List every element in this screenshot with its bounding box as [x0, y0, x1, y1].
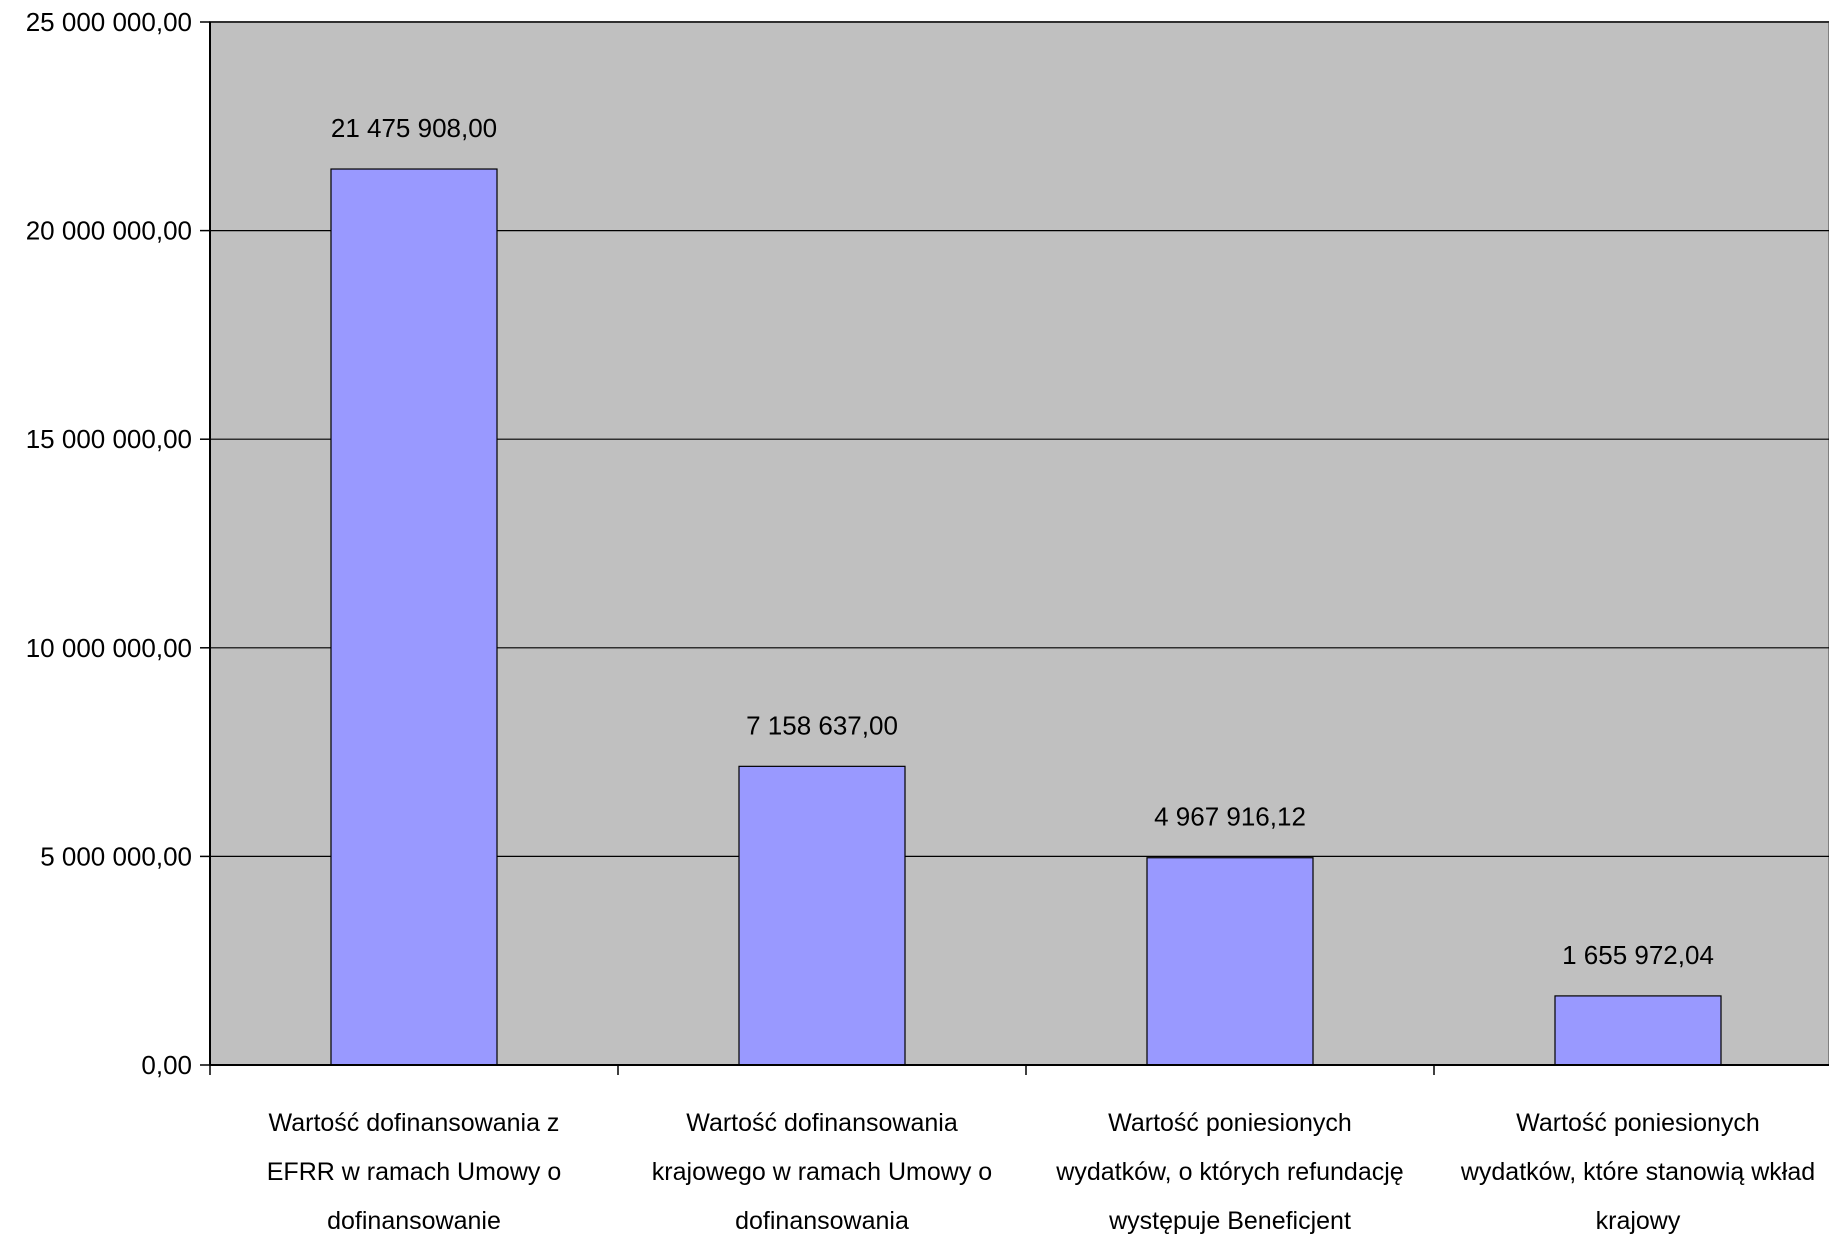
y-axis-tick-label: 10 000 000,00 [26, 633, 192, 663]
y-axis-tick-labels: 0,00 5 000 000,00 10 000 000,00 15 000 000,… [26, 7, 192, 1080]
bars [330, 168, 1722, 1066]
data-label: 21 475 908,00 [331, 113, 497, 143]
data-label: 4 967 916,12 [1154, 802, 1306, 832]
x-axis-category-label: EFRR w ramach Umowy o [267, 1158, 562, 1186]
x-axis-category-label: dofinansowanie [327, 1207, 501, 1235]
bar [1146, 857, 1314, 1066]
y-axis-tick-label: 15 000 000,00 [26, 424, 192, 454]
y-axis-tick-label: 0,00 [141, 1050, 192, 1080]
category-labels: Wartość dofinansowania z EFRR w ramach Um… [267, 1109, 1815, 1235]
x-axis-category-label: Wartość poniesionych [1516, 1109, 1760, 1137]
y-axis-tick-label: 20 000 000,00 [26, 216, 192, 246]
x-axis-category-label: występuje Beneficjent [1108, 1207, 1351, 1235]
x-axis-category-label: dofinansowania [735, 1207, 909, 1235]
y-axis-tick-label: 25 000 000,00 [26, 7, 192, 37]
bar [738, 765, 906, 1066]
x-axis-category-label: krajowego w ramach Umowy o [652, 1158, 992, 1186]
x-axis-category-label: Wartość dofinansowania z [269, 1109, 560, 1137]
y-axis-tick-label: 5 000 000,00 [40, 841, 192, 871]
x-axis-category-label: wydatków, o których refundację [1055, 1158, 1403, 1186]
x-axis-category-label: krajowy [1596, 1207, 1681, 1235]
bar [330, 168, 498, 1066]
axes [200, 21, 1829, 1075]
x-axis-category-label: Wartość dofinansowania [686, 1109, 958, 1137]
data-label: 1 655 972,04 [1562, 940, 1714, 970]
bar [1554, 995, 1722, 1066]
data-labels: 21 475 908,00 7 158 637,00 4 967 916,12 1 6… [331, 113, 1714, 970]
x-axis-category-label: wydatków, które stanowią wkład [1460, 1158, 1815, 1186]
data-label: 7 158 637,00 [746, 710, 898, 740]
x-axis-category-label: Wartość poniesionych [1108, 1109, 1352, 1137]
